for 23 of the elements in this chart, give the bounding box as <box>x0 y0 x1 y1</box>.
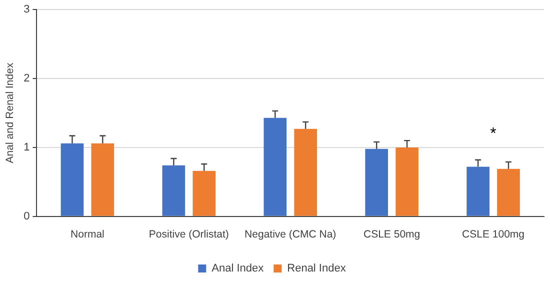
y-axis-title: Anal and Renal Index <box>4 62 16 164</box>
x-tick-label: Normal <box>70 228 104 241</box>
bar <box>192 170 216 216</box>
bar <box>264 118 287 216</box>
bar <box>365 148 388 216</box>
bar <box>466 166 490 216</box>
x-tick-label: Positive (Orlistat) <box>148 228 229 241</box>
bar <box>91 143 114 216</box>
x-tick-label: CSLE 50mg <box>364 228 420 241</box>
legend-label: Renal Index <box>287 262 346 275</box>
y-tick-label: 2 <box>24 72 30 85</box>
bar <box>497 168 520 216</box>
annotation: * <box>490 125 496 142</box>
bar <box>162 165 186 216</box>
y-tick-label: 0 <box>24 210 30 222</box>
x-tick-label: CSLE 100mg <box>462 228 525 241</box>
bar <box>294 128 317 216</box>
x-tick-label: Negative (CMC Na) <box>244 228 336 241</box>
legend-label: Anal Index <box>212 262 264 275</box>
bar <box>60 143 84 216</box>
y-tick-label: 1 <box>24 142 30 154</box>
y-tick-label: 3 <box>24 4 30 16</box>
bar <box>396 147 418 216</box>
